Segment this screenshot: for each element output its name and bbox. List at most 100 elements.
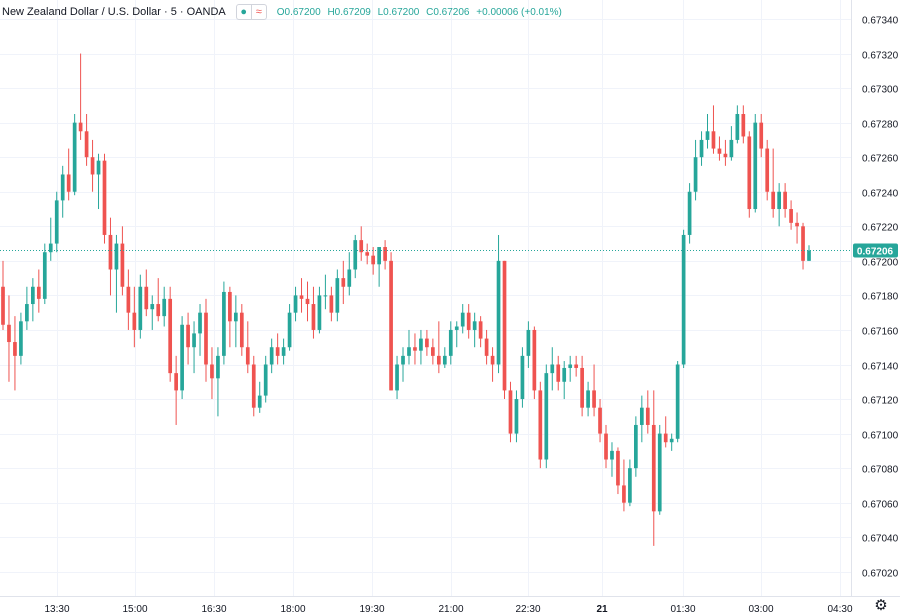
- candle: [150, 295, 155, 330]
- candle-body: [407, 347, 411, 356]
- candle-body: [228, 291, 232, 322]
- candle-body: [442, 355, 447, 365]
- candle-body: [251, 364, 256, 408]
- candle: [460, 304, 465, 334]
- candle: [586, 381, 590, 417]
- candle-body: [574, 364, 579, 368]
- candle: [532, 326, 537, 400]
- candle: [484, 329, 489, 365]
- candle-body: [520, 355, 525, 400]
- candle: [765, 139, 770, 201]
- candle-body: [502, 260, 507, 391]
- price-tick-label: 0.67120: [862, 396, 899, 407]
- candle: [335, 269, 340, 322]
- candle: [592, 364, 596, 417]
- candle-body: [168, 298, 173, 374]
- candle-body: [598, 407, 602, 434]
- candle-body: [753, 122, 758, 210]
- candle: [419, 329, 423, 365]
- candle-body: [651, 424, 656, 512]
- candle-body: [395, 364, 399, 391]
- candle-body: [84, 131, 89, 158]
- candle-body: [7, 324, 11, 343]
- candle: [174, 355, 178, 425]
- candle-body: [544, 373, 549, 460]
- eye-icon[interactable]: ●: [240, 6, 248, 18]
- grid-lines: [0, 0, 851, 596]
- candle: [216, 347, 220, 417]
- candle: [645, 390, 650, 434]
- price-tick-label: 0.67260: [862, 154, 899, 165]
- candle-body: [562, 367, 567, 382]
- time-tick-label: 15:00: [122, 604, 147, 615]
- candle: [31, 278, 35, 322]
- candle-body: [401, 355, 405, 365]
- price-tick-label: 0.67300: [862, 85, 899, 96]
- candle-body: [693, 157, 698, 192]
- symbol-title[interactable]: New Zealand Dollar / U.S. Dollar · 5 · O…: [2, 6, 226, 18]
- candle: [180, 316, 184, 400]
- candle-body: [801, 226, 805, 261]
- time-axis[interactable]: 13:30 15:00 16:30 18:00 19:30 21:00 22:30 21 01:…: [44, 604, 852, 615]
- candle-body: [675, 364, 680, 439]
- candle: [233, 295, 238, 348]
- candle-body: [610, 450, 614, 460]
- candle: [293, 286, 298, 322]
- last-price-label-background: [853, 243, 898, 258]
- candle-body: [783, 191, 787, 210]
- gear-icon[interactable]: ⚙: [874, 597, 888, 614]
- time-tick-label: 18:00: [280, 604, 305, 615]
- candle-body: [66, 174, 71, 192]
- candle: [580, 355, 584, 417]
- candle: [371, 247, 376, 275]
- candle-body: [586, 390, 590, 408]
- candle: [568, 355, 573, 382]
- candle: [478, 316, 483, 348]
- time-tick-label: 21: [596, 604, 608, 615]
- candle: [54, 191, 59, 253]
- candle: [13, 316, 17, 391]
- candle: [699, 131, 704, 166]
- price-axis[interactable]: 0.67340 0.67320 0.67300 0.67280 0.67260 0.672…: [862, 16, 899, 580]
- candle: [132, 286, 137, 348]
- candle-body: [245, 347, 250, 365]
- candle-body: [747, 136, 752, 210]
- candle-body: [96, 160, 101, 175]
- candle: [60, 165, 65, 218]
- candle: [245, 321, 250, 374]
- candle-body: [425, 338, 429, 348]
- candle: [239, 304, 244, 356]
- candle-body: [19, 321, 23, 356]
- candle: [717, 136, 722, 161]
- open-value: O0.67200: [276, 6, 321, 18]
- price-tick-label: 0.67200: [862, 258, 899, 269]
- candle-body: [90, 157, 95, 175]
- last-price-label-text: 0.67206: [857, 247, 894, 258]
- candle-body: [132, 312, 137, 330]
- candle: [705, 114, 710, 149]
- candle-body: [120, 243, 125, 287]
- candle-body: [305, 298, 310, 305]
- time-tick-label: 16:30: [201, 604, 226, 615]
- candle: [395, 355, 399, 400]
- candle-body: [669, 438, 674, 443]
- candle-body: [36, 286, 41, 299]
- candle-body: [323, 295, 328, 297]
- candle-body: [222, 291, 226, 356]
- candle: [251, 355, 256, 417]
- candle-body: [777, 191, 781, 210]
- candle-body: [48, 243, 53, 253]
- candle-body: [287, 312, 292, 348]
- candle-body: [687, 191, 692, 235]
- candle: [759, 114, 764, 158]
- candle-body: [54, 200, 59, 244]
- candle-body: [616, 450, 620, 486]
- wave-icon[interactable]: ≈: [250, 5, 266, 19]
- candle: [198, 304, 202, 356]
- candle: [114, 234, 119, 313]
- candle: [383, 240, 387, 270]
- candle-body: [341, 278, 346, 287]
- candle-body: [771, 191, 776, 210]
- candle: [186, 312, 190, 365]
